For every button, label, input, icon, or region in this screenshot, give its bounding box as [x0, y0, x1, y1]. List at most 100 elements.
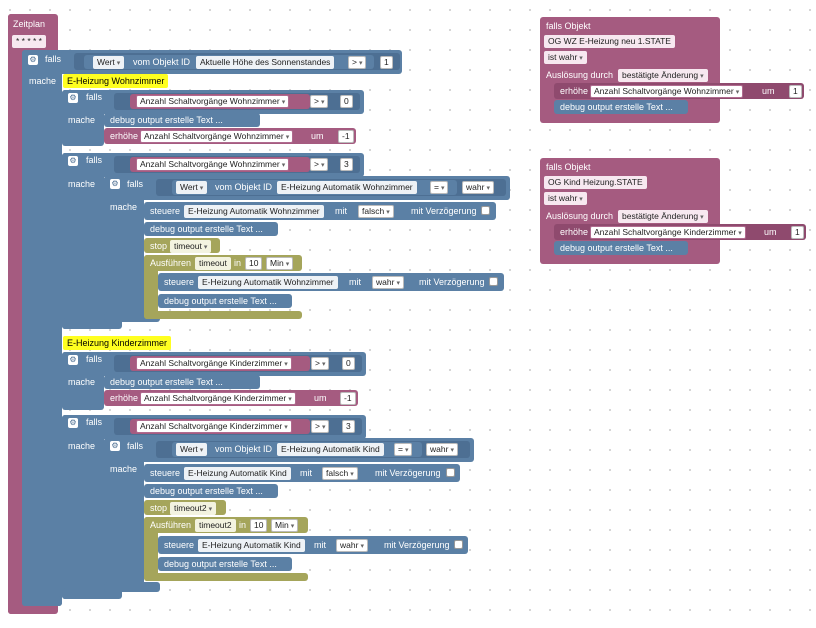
ausloesung-label: Auslösung durch — [546, 211, 614, 221]
operator-dropdown[interactable]: > ▾ — [348, 56, 367, 69]
object-field[interactable]: E-Heizung Automatik Kind — [184, 467, 291, 480]
number-value[interactable]: 1 — [791, 226, 804, 239]
timeout-name-field[interactable]: timeout — [195, 257, 231, 270]
variable-field[interactable]: Anzahl Schaltvorgänge Wohnzimmer ▾ — [590, 85, 744, 98]
if-label: falls — [86, 417, 103, 427]
operator-dropdown[interactable]: = ▾ — [430, 181, 449, 194]
boolean-dropdown[interactable]: wahr ▾ — [336, 539, 368, 552]
increment-label: erhöhe — [110, 131, 139, 141]
unit-dropdown[interactable]: Min ▾ — [266, 257, 294, 270]
boolean-dropdown[interactable]: wahr ▾ — [426, 443, 458, 456]
do-label: mache — [110, 464, 138, 474]
condition-dropdown[interactable]: ist wahr ▾ — [544, 192, 587, 205]
trigger-object-field[interactable]: OG WZ E-Heizung neu 1.STATE — [544, 35, 675, 48]
delay-checkbox[interactable] — [454, 540, 463, 549]
debug-block[interactable] — [158, 557, 292, 571]
object-field[interactable]: E-Heizung Automatik Kind — [277, 443, 384, 456]
variable-field[interactable]: Anzahl Schaltvorgänge Kinderzimmer ▾ — [136, 420, 292, 433]
number-value[interactable]: 3 — [340, 158, 353, 171]
debug-label: debug output erstelle Text ... — [110, 115, 223, 125]
timeout-name-field[interactable]: timeout2 — [195, 519, 236, 532]
number-value[interactable]: -1 — [340, 392, 356, 405]
gear-icon[interactable]: ⚙ — [68, 93, 78, 103]
if-label: falls — [86, 354, 103, 364]
debug-label: debug output erstelle Text ... — [150, 224, 263, 234]
operator-dropdown[interactable]: > ▾ — [310, 95, 329, 108]
boolean-dropdown[interactable]: falsch ▾ — [322, 467, 358, 480]
debug-label: debug output erstelle Text ... — [560, 102, 673, 112]
object-field[interactable]: E-Heizung Automatik Wohnzimmer — [198, 276, 338, 289]
debug-block[interactable] — [554, 241, 688, 255]
debug-block[interactable] — [104, 375, 260, 389]
number-value[interactable]: 1 — [380, 56, 393, 69]
debug-block[interactable] — [158, 294, 292, 308]
variable-field[interactable]: Anzahl Schaltvorgänge Kinderzimmer ▾ — [140, 392, 296, 405]
trigger-title: falls Objekt — [546, 21, 591, 31]
cron-field[interactable]: * * * * * — [12, 35, 46, 48]
condition-dropdown[interactable]: ist wahr ▾ — [544, 51, 587, 64]
delay-checkbox[interactable] — [446, 468, 455, 477]
operator-dropdown[interactable]: > ▾ — [311, 420, 330, 433]
variable-field[interactable]: Anzahl Schaltvorgänge Kinderzimmer ▾ — [136, 357, 292, 370]
operator-dropdown[interactable]: > ▾ — [311, 357, 330, 370]
variable-field[interactable]: Anzahl Schaltvorgänge Wohnzimmer ▾ — [136, 158, 290, 171]
object-field[interactable]: E-Heizung Automatik Wohnzimmer — [184, 205, 324, 218]
timeout-dropdown[interactable]: timeout ▾ — [170, 240, 212, 253]
if-label: falls — [86, 155, 103, 165]
number-value[interactable]: 3 — [342, 420, 355, 433]
wert-dropdown[interactable]: Wert ▾ — [93, 56, 125, 69]
do-label: mache — [68, 179, 96, 189]
boolean-dropdown[interactable]: wahr ▾ — [372, 276, 404, 289]
operator-dropdown[interactable]: = ▾ — [394, 443, 413, 456]
mit-label: mit — [335, 206, 347, 216]
number-value[interactable]: -1 — [338, 130, 354, 143]
number-value[interactable]: 0 — [340, 95, 353, 108]
unit-dropdown[interactable]: Min ▾ — [271, 519, 299, 532]
boolean-dropdown[interactable]: falsch ▾ — [358, 205, 394, 218]
debug-label: debug output erstelle Text ... — [150, 486, 263, 496]
trigger-object-field[interactable]: OG Kind Heizung.STATE — [544, 176, 647, 189]
stop-label: stop — [150, 241, 168, 251]
gear-icon[interactable]: ⚙ — [68, 156, 78, 166]
object-field[interactable]: E-Heizung Automatik Kind — [198, 539, 305, 552]
boolean-dropdown[interactable]: wahr ▾ — [462, 181, 494, 194]
debug-block[interactable] — [104, 113, 260, 127]
debug-label: debug output erstelle Text ... — [164, 296, 277, 306]
debug-block[interactable] — [554, 100, 688, 114]
gear-icon[interactable]: ⚙ — [68, 418, 78, 428]
object-field-sonnenstand[interactable]: Aktuelle Höhe des Sonnenstandes — [196, 56, 335, 69]
dropdown-arrow-icon: ▾ — [116, 60, 121, 67]
number-value[interactable]: 1 — [789, 85, 802, 98]
operator-dropdown[interactable]: > ▾ — [310, 158, 329, 171]
if-label: falls — [127, 441, 144, 451]
gear-icon[interactable]: ⚙ — [110, 441, 120, 451]
delay-value[interactable]: 10 — [250, 519, 268, 532]
delay-checkbox[interactable] — [481, 206, 490, 215]
um-label: um — [311, 131, 324, 141]
object-field[interactable]: E-Heizung Automatik Wohnzimmer — [277, 181, 417, 194]
timeout-dropdown[interactable]: timeout2 ▾ — [170, 502, 217, 515]
wert-dropdown[interactable]: Wert ▾ — [176, 181, 208, 194]
wert-dropdown[interactable]: Wert ▾ — [176, 443, 208, 456]
steuere-label: steuere — [150, 468, 181, 478]
steuere-label: steuere — [150, 206, 181, 216]
variable-field[interactable]: Anzahl Schaltvorgänge Wohnzimmer ▾ — [140, 130, 294, 143]
ausloesung-dropdown[interactable]: bestätigte Änderung ▾ — [618, 210, 708, 223]
variable-field[interactable]: Anzahl Schaltvorgänge Kinderzimmer ▾ — [590, 226, 746, 239]
delay-value[interactable]: 10 — [245, 257, 263, 270]
debug-block[interactable] — [144, 222, 278, 236]
delay-checkbox[interactable] — [489, 277, 498, 286]
number-value[interactable]: 0 — [342, 357, 355, 370]
in-label: in — [239, 520, 247, 530]
variable-field[interactable]: Anzahl Schaltvorgänge Wohnzimmer ▾ — [136, 95, 290, 108]
gear-icon[interactable]: ⚙ — [110, 179, 120, 189]
ausloesung-dropdown[interactable]: bestätigte Änderung ▾ — [618, 69, 708, 82]
schedule-title: Zeitplan — [13, 19, 46, 29]
gear-icon[interactable]: ⚙ — [28, 55, 38, 65]
debug-block[interactable] — [144, 484, 278, 498]
um-label: um — [314, 393, 327, 403]
do-label: mache — [68, 441, 96, 451]
gear-icon[interactable]: ⚙ — [68, 355, 78, 365]
um-label: um — [762, 86, 775, 96]
stop-label: stop — [150, 503, 168, 513]
